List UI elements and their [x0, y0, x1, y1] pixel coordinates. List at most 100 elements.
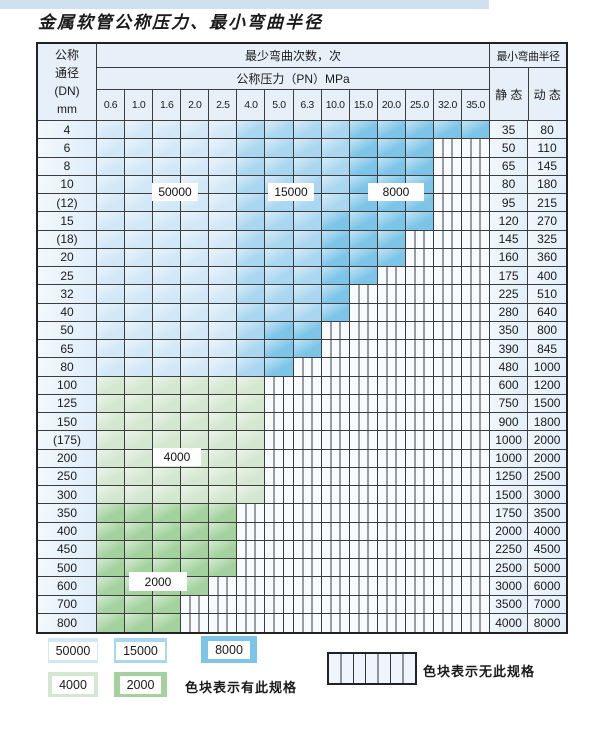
spec-cell-2000 [97, 504, 126, 523]
no-spec-cell [265, 595, 294, 614]
spec-cell-50000 [181, 321, 210, 340]
zone-value-label: 4000 [153, 448, 201, 466]
pressure-col-header: 25.0 [405, 90, 434, 121]
table-row: 500 2500 5000 [38, 559, 567, 578]
dynamic-value-cell: 2000 [528, 449, 567, 468]
spec-cell-4000 [97, 413, 126, 432]
legend-no-spec-swatch [327, 652, 417, 685]
spec-cell-15000 [293, 157, 322, 176]
legend-swatch-value: 4000 [52, 675, 94, 694]
no-spec-cell [321, 559, 350, 578]
no-spec-cell [349, 595, 378, 614]
static-value-cell: 225 [490, 285, 529, 304]
spec-cell-8000 [377, 121, 406, 140]
dn-cell: 20 [38, 248, 97, 267]
spec-cell-15000 [237, 248, 266, 267]
spec-cell-8000 [321, 230, 350, 249]
no-spec-cell [377, 394, 406, 413]
dn-header-line: mm [57, 102, 77, 116]
spec-cell-15000 [321, 121, 350, 140]
spec-cell-2000 [125, 540, 154, 559]
no-spec-cell [405, 394, 434, 413]
spec-cell-4000 [181, 486, 210, 505]
spec-cell-2000 [153, 613, 182, 632]
dn-cell: 450 [38, 540, 97, 559]
dn-cell: 400 [38, 522, 97, 541]
no-spec-cell [462, 559, 491, 578]
table-row: 65 390 845 [38, 340, 567, 359]
no-spec-cell [293, 467, 322, 486]
no-spec-cell [293, 540, 322, 559]
spec-cell-8000 [265, 340, 294, 359]
no-spec-cell [462, 340, 491, 359]
no-spec-cell [405, 431, 434, 450]
pressure-col-header: 6.3 [293, 90, 322, 121]
dn-cell: 8 [38, 157, 97, 176]
no-spec-cell [321, 522, 350, 541]
no-spec-cell [265, 522, 294, 541]
spec-cell-50000 [97, 358, 126, 377]
spec-cell-50000 [125, 303, 154, 322]
top-decor-strip [0, 0, 489, 9]
spec-cell-2000 [209, 559, 238, 578]
static-value-cell: 95 [490, 194, 529, 213]
no-spec-cell [237, 522, 266, 541]
no-spec-cell [462, 467, 491, 486]
spec-cell-8000 [405, 212, 434, 231]
spec-cell-50000 [125, 121, 154, 140]
dynamic-value-cell: 3000 [528, 486, 567, 505]
spec-cell-50000 [97, 121, 126, 140]
no-spec-cell [349, 486, 378, 505]
pressure-col-header: 0.6 [97, 90, 126, 121]
static-value-cell: 1000 [490, 449, 529, 468]
spec-cell-15000 [237, 230, 266, 249]
no-spec-cell [377, 486, 406, 505]
no-spec-cell [237, 504, 266, 523]
no-spec-cell [349, 376, 378, 395]
no-spec-cell [349, 358, 378, 377]
spec-cell-50000 [125, 175, 154, 194]
no-spec-cell [405, 613, 434, 632]
spec-cell-50000 [125, 321, 154, 340]
spec-cell-50000 [125, 230, 154, 249]
static-value-cell: 900 [490, 413, 529, 432]
pressure-col-header: 1.6 [153, 90, 182, 121]
pressure-col-header: 35.0 [462, 90, 491, 121]
pressure-col-header: 1.0 [125, 90, 154, 121]
legend-swatch-value: 8000 [208, 640, 250, 659]
no-spec-cell [462, 175, 491, 194]
spec-cell-4000 [237, 449, 266, 468]
no-spec-cell [293, 595, 322, 614]
no-spec-cell [462, 194, 491, 213]
spec-cell-50000 [181, 121, 210, 140]
spec-cell-4000 [181, 467, 210, 486]
hose-spec-table: 公称 通径 (DN) mm 最少弯曲次数，次 公称压力（PN）MPa 0.6 1.0 1.… [36, 42, 568, 634]
no-spec-cell [377, 431, 406, 450]
spec-cell-2000 [153, 522, 182, 541]
spec-cell-50000 [209, 230, 238, 249]
no-spec-cell [405, 595, 434, 614]
spec-cell-50000 [209, 139, 238, 158]
no-spec-cell [265, 431, 294, 450]
spec-cell-4000 [153, 467, 182, 486]
spec-cell-2000 [181, 522, 210, 541]
pressure-col-header: 2.5 [209, 90, 238, 121]
no-spec-cell [321, 504, 350, 523]
spec-cell-2000 [153, 540, 182, 559]
table-row: (175) 1000 2000 [38, 431, 567, 450]
spec-cell-4000 [153, 376, 182, 395]
static-value-cell: 2500 [490, 559, 529, 578]
no-spec-cell [377, 376, 406, 395]
spec-cell-50000 [181, 285, 210, 304]
spec-cell-50000 [181, 230, 210, 249]
spec-cell-4000 [209, 431, 238, 450]
dynamic-value-cell: 2000 [528, 431, 567, 450]
table-row: 350 1750 3500 [38, 504, 567, 523]
spec-cell-50000 [209, 340, 238, 359]
no-spec-cell [433, 449, 463, 468]
spec-cell-50000 [125, 212, 154, 231]
no-spec-cell [462, 230, 491, 249]
legend-swatch-2000: 2000 [114, 672, 167, 697]
legend-swatch-value: 50000 [48, 641, 98, 660]
spec-cell-2000 [153, 595, 182, 614]
